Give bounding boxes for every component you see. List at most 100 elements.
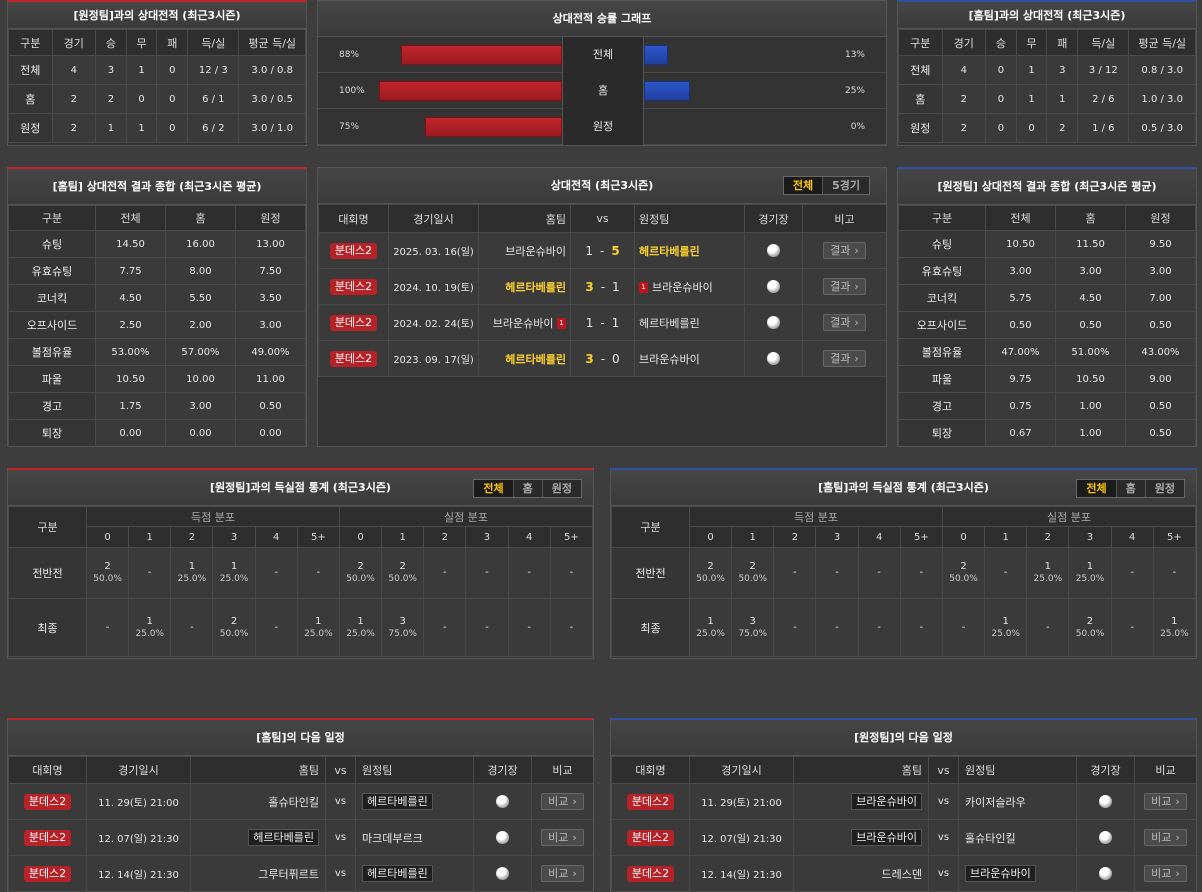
table-row: 전반전 2 50.0% - 1 25.0% 1 25.0% - - 2 50.0% 2 50.0% - - - -: [8, 547, 593, 599]
column-header: 경기: [51, 29, 97, 56]
away-team-cell: 헤르타베를린: [355, 783, 474, 820]
stadium-icon[interactable]: [767, 244, 780, 257]
next-home-panel: [홈팀]의 다음 일정 대회명 경기일시 홈팀 vs 원정팀 경기장 비교 분데스2 11. 2…: [7, 718, 594, 892]
table-row: 파울 9.75 10.50 9.00: [898, 365, 1196, 393]
table-row: 전체 4 0 1 3 3 / 12 0.8 / 3.0: [898, 55, 1196, 85]
note-cell: 결과 ›: [802, 268, 886, 305]
column-header: 비교: [531, 756, 593, 784]
header-row: 구분 전체 홈 원정: [898, 205, 1196, 231]
column-header: 구분: [8, 29, 53, 56]
note-cell: 비교 ›: [1134, 855, 1196, 892]
stadium-icon[interactable]: [496, 831, 509, 844]
column-header: 구분: [611, 506, 690, 548]
column-header: 1: [381, 526, 425, 548]
match-date: 12. 14(일) 21:30: [86, 855, 191, 892]
venue-cell: [473, 819, 532, 856]
goal-count: 3: [749, 615, 756, 627]
cell-value: 49.00%: [235, 338, 306, 366]
home-team-cell: 브라운슈바이 1: [478, 304, 571, 341]
distribution-cell: 1 25.0%: [1026, 547, 1070, 599]
home-team-cell: 그루터퓌르트: [190, 855, 326, 892]
result-button[interactable]: 결과 ›: [823, 350, 866, 367]
compare-button[interactable]: 비교 ›: [541, 829, 584, 846]
row-label: 코너킥: [8, 284, 96, 312]
note-cell: 비교 ›: [531, 855, 593, 892]
goal-percent: 50.0%: [949, 574, 978, 584]
stadium-icon[interactable]: [767, 352, 780, 365]
column-header: 4: [857, 526, 901, 548]
away-score: 1: [611, 315, 620, 330]
score-cell: 3-0: [570, 340, 635, 377]
tab-home[interactable]: 홈: [514, 480, 543, 497]
cell-value: 12 / 3: [187, 55, 240, 85]
goal-percent: 25.0%: [991, 628, 1020, 639]
column-header: 득/실: [187, 29, 240, 56]
goal-count: -: [961, 621, 966, 633]
column-header: 2: [773, 526, 817, 548]
goal-percent: 25.0%: [1075, 574, 1105, 584]
distribution-cell: -: [1026, 598, 1070, 657]
home-team: 홀슈타인킬: [268, 795, 319, 809]
compare-button[interactable]: 비교 ›: [1144, 829, 1187, 846]
distribution-cell: 1 25.0%: [128, 598, 172, 657]
distribution-cell: -: [549, 598, 593, 657]
away-stats-panel: [원정팀] 상대전적 결과 종합 (최근3시즌 평균) 구분 전체 홈 원정 슈팅 10.…: [897, 167, 1197, 447]
match-date: 12. 14(일) 21:30: [689, 855, 794, 892]
column-header: 비교: [1134, 756, 1196, 784]
h2h-matches-table: 대회명 경기일시 홈팀 vs 원정팀 경기장 비고 분데스2 2025. 03. 16(일) 브라…: [318, 204, 886, 446]
compare-button[interactable]: 비교 ›: [541, 793, 584, 810]
goals-tabs: 전체 홈 원정: [473, 479, 582, 498]
stadium-icon[interactable]: [1099, 795, 1112, 808]
panel-title: [원정팀]의 다음 일정: [611, 720, 1196, 756]
column-header: 0: [338, 526, 383, 548]
compare-button[interactable]: 비교 ›: [1144, 793, 1187, 810]
tab-all[interactable]: 전체: [783, 177, 824, 194]
home-team: 브라운슈바이: [505, 244, 566, 258]
stadium-icon[interactable]: [767, 316, 780, 329]
cell-value: 2.50: [95, 311, 166, 339]
row-label: 전반전: [611, 547, 690, 599]
result-button[interactable]: 결과 ›: [823, 242, 866, 259]
result-button[interactable]: 결과 ›: [823, 278, 866, 295]
goal-percent: 50.0%: [93, 574, 122, 584]
table-row: 전반전 2 50.0% 2 50.0% - - - - 2 50.0% - 1 25.0% 1 25.0% - -: [611, 547, 1196, 599]
row-label: 슈팅: [898, 230, 986, 258]
panel-title: [원정팀]과의 상대전적 (최근3시즌): [8, 2, 306, 29]
note-cell: 결과 ›: [802, 340, 886, 377]
tab-all[interactable]: 전체: [474, 480, 514, 497]
league-cell: 분데스2: [611, 819, 690, 856]
compare-button[interactable]: 비교 ›: [541, 865, 584, 882]
cell-value: 2 / 6: [1077, 84, 1130, 114]
note-cell: 결과 ›: [802, 304, 886, 341]
stadium-icon[interactable]: [496, 867, 509, 880]
tab-away[interactable]: 원정: [551, 482, 572, 495]
row-label: 퇴장: [8, 419, 96, 446]
goal-percent: 25.0%: [135, 628, 165, 639]
column-header: 평균 득/실: [238, 29, 306, 56]
distribution-cell: -: [128, 547, 172, 599]
goal-count: 2: [960, 561, 967, 572]
stadium-icon[interactable]: [1099, 831, 1112, 844]
compare-button[interactable]: 비교 ›: [1144, 865, 1187, 882]
stadium-icon[interactable]: [1099, 867, 1112, 880]
distribution-cell: -: [941, 598, 986, 657]
tab-last5[interactable]: 5경기: [832, 179, 860, 192]
stadium-icon[interactable]: [496, 795, 509, 808]
away-team: 헤르타베를린: [639, 244, 700, 258]
tab-home[interactable]: 홈: [1117, 480, 1146, 497]
tab-all[interactable]: 전체: [1077, 480, 1117, 497]
away-win-bar: [644, 81, 690, 101]
league-cell: 분데스2: [318, 232, 389, 269]
row-label: 오프사이드: [8, 311, 96, 339]
result-button[interactable]: 결과 ›: [823, 314, 866, 331]
row-label: 경고: [898, 392, 986, 420]
left-percent: 100%: [339, 86, 365, 96]
cell-value: 0: [985, 55, 1017, 85]
stadium-icon[interactable]: [767, 280, 780, 293]
distribution-cell: 1 25.0%: [984, 598, 1028, 657]
goal-count: -: [919, 621, 924, 633]
stats-table: 구분 전체 홈 원정 슈팅 10.50 11.50 9.50 유효슈팅 3.00 3.00 3.00 코…: [898, 205, 1196, 446]
away-score: 0: [612, 351, 620, 366]
tab-away[interactable]: 원정: [1154, 482, 1175, 495]
